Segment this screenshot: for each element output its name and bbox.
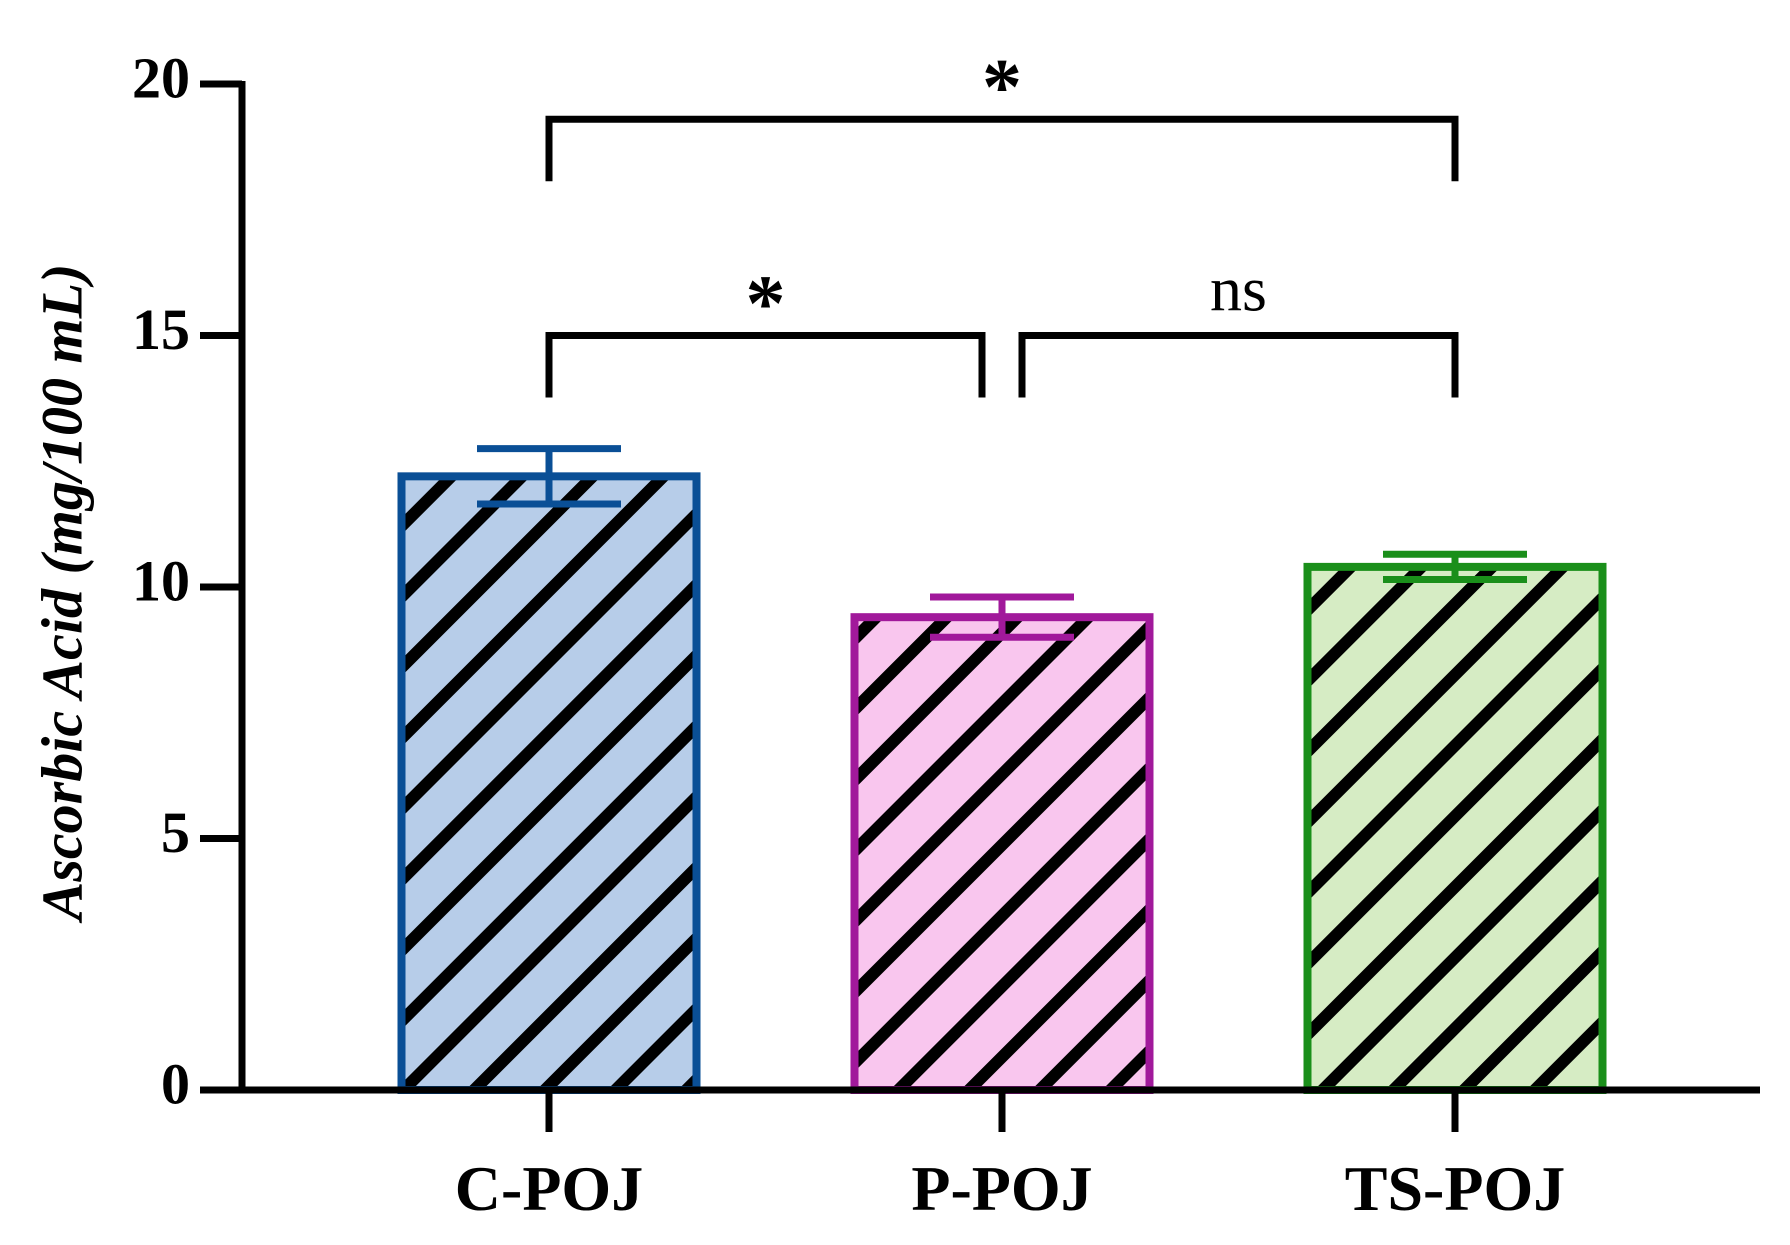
bar-ts-poj: [1303, 562, 1607, 1094]
y-tick-label-0: 0: [161, 1051, 190, 1116]
significance-bracket-0: *: [545, 261, 986, 398]
y-tick-label-10: 10: [132, 548, 190, 613]
significance-bracket-2: *: [545, 44, 1459, 182]
y-tick-label-15: 15: [132, 297, 190, 362]
bar-c-poj: [397, 472, 701, 1094]
error-bar-ts-poj: [1383, 550, 1527, 583]
significance-label: *: [982, 44, 1022, 132]
significance-layer: * ns *: [545, 44, 1459, 398]
significance-label: ns: [1210, 254, 1267, 325]
x-tick-label-ts-poj: TS-POJ: [1345, 1153, 1565, 1224]
y-tick-label-5: 5: [161, 800, 190, 865]
bracket-line: [545, 115, 1459, 182]
y-tick-label-20: 20: [132, 45, 190, 110]
bracket-line: [545, 332, 986, 398]
error-bar-c-poj: [477, 445, 621, 508]
significance-label: *: [746, 261, 786, 349]
bracket-line: [1018, 332, 1459, 398]
error-bar-p-poj: [930, 593, 1074, 641]
significance-bracket-1: ns: [1018, 254, 1459, 398]
bars-layer: [397, 445, 1607, 1094]
x-tick-label-c-poj: C-POJ: [455, 1153, 643, 1224]
y-axis-title: Ascorbic Acid (mg/100 mL): [29, 264, 94, 924]
x-tick-label-p-poj: P-POJ: [911, 1153, 1092, 1224]
axes-layer: 0 5 10 15 20 C-POJ P-POJ TS-POJ: [132, 45, 1760, 1224]
bar-p-poj: [850, 613, 1154, 1094]
